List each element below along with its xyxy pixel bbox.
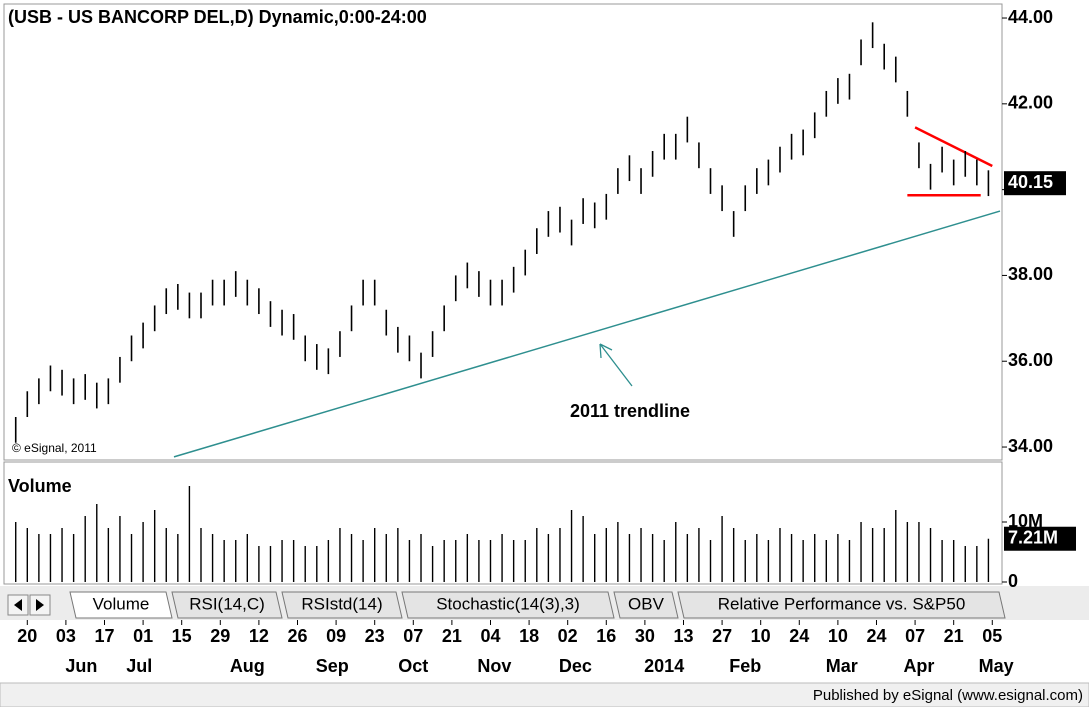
month-label: Mar (826, 656, 858, 676)
tab-label[interactable]: Volume (93, 594, 150, 613)
month-label: Jun (65, 656, 97, 676)
x-tick-label: 04 (480, 626, 500, 646)
tab[interactable] (69, 591, 173, 619)
x-tick-label: 18 (519, 626, 539, 646)
month-label: Nov (477, 656, 511, 676)
x-tick-label: 12 (249, 626, 269, 646)
tab-label[interactable]: Stochastic(14(3),3) (436, 594, 580, 613)
x-tick-label: 21 (944, 626, 964, 646)
month-label: Apr (903, 656, 934, 676)
x-tick-label: 02 (558, 626, 578, 646)
y-tick-label: 36.00 (1008, 350, 1053, 370)
tab[interactable] (171, 591, 283, 619)
month-label: May (979, 656, 1014, 676)
last-price-label: 40.15 (1008, 172, 1053, 192)
volume-tick-label: 0 (1008, 571, 1018, 591)
price-pane (3, 3, 1003, 461)
last-volume-box (1004, 526, 1076, 551)
volume-title: Volume (8, 476, 72, 496)
x-tick-label: 03 (56, 626, 76, 646)
y-tick-label: 34.00 (1008, 436, 1053, 456)
month-label: Oct (398, 656, 428, 676)
x-tick-label: 16 (596, 626, 616, 646)
x-tick-label: 30 (635, 626, 655, 646)
x-tick-label: 17 (94, 626, 114, 646)
chart-title: (USB - US BANCORP DEL,D) Dynamic,0:00-24… (8, 7, 427, 27)
last-volume-label: 7.21M (1008, 527, 1058, 547)
x-tick-label: 09 (326, 626, 346, 646)
trendline (914, 126, 993, 168)
tab-label[interactable]: RSIstd(14) (301, 594, 382, 613)
x-tick-label: 23 (365, 626, 385, 646)
month-label: Feb (729, 656, 761, 676)
x-tick-label: 21 (442, 626, 462, 646)
y-tick-label: 42.00 (1008, 93, 1053, 113)
footer: Published by eSignal (www.esignal.com) (813, 687, 1083, 704)
tab[interactable] (281, 591, 403, 619)
tab-label[interactable]: OBV (628, 594, 665, 613)
tab[interactable] (613, 591, 679, 619)
x-tick-label: 01 (133, 626, 153, 646)
month-label: Jul (126, 656, 152, 676)
tab[interactable] (677, 591, 1006, 619)
x-tick-label: 24 (789, 626, 809, 646)
annotation: 2011 trendline (570, 401, 690, 421)
x-tick-label: 15 (172, 626, 192, 646)
x-tick-label: 20 (17, 626, 37, 646)
volume-tick-label: 10M (1008, 511, 1043, 531)
y-tick-label: 38.00 (1008, 264, 1053, 284)
y-tick-label: 44.00 (1008, 7, 1053, 27)
x-tick-label: 13 (673, 626, 693, 646)
last-price-box (1004, 171, 1066, 196)
x-tick-label: 07 (403, 626, 423, 646)
x-tick-label: 10 (828, 626, 848, 646)
month-label: Sep (316, 656, 349, 676)
x-tick-label: 07 (905, 626, 925, 646)
x-tick-label: 27 (712, 626, 732, 646)
annotation-arrow (599, 343, 633, 387)
arrow-left (14, 599, 22, 611)
x-tick-label: 10 (751, 626, 771, 646)
footer-bar (0, 682, 1089, 707)
tab[interactable] (401, 591, 615, 619)
trendline (173, 210, 1001, 458)
arrow-right (36, 599, 44, 611)
month-label: 2014 (644, 656, 684, 676)
copyright: © eSignal, 2011 (12, 441, 97, 455)
tab-label[interactable]: Relative Performance vs. S&P50 (718, 594, 966, 613)
tab-label[interactable]: RSI(14,C) (189, 594, 265, 613)
volume-pane (3, 461, 1003, 585)
x-tick-label: 29 (210, 626, 230, 646)
month-label: Dec (559, 656, 592, 676)
x-tick-label: 24 (866, 626, 886, 646)
month-label: Aug (230, 656, 265, 676)
x-tick-label: 05 (982, 626, 1002, 646)
x-tick-label: 26 (287, 626, 307, 646)
